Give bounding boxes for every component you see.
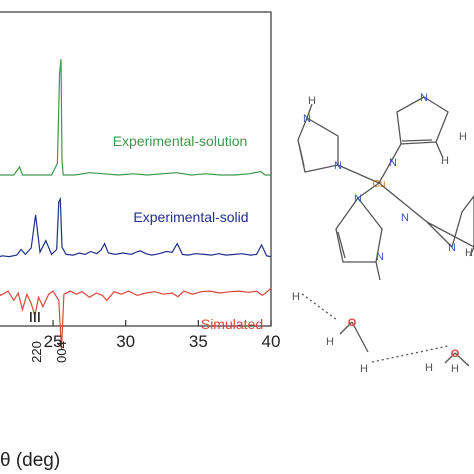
imidazole-ring [297, 117, 339, 173]
atom-label-h2: H [326, 336, 334, 348]
atom-label-o2: O [451, 348, 460, 360]
atom-label-h8: H [465, 247, 473, 259]
bond [298, 143, 305, 167]
series-label-1: Experimental-solution [113, 133, 248, 149]
hydrogen-bond [301, 293, 338, 321]
x-tick-label: 40 [262, 332, 281, 351]
x-axis: 25 30 35 40 [44, 320, 281, 351]
bond [454, 352, 470, 367]
bond [469, 246, 474, 257]
x-axis-label: θ (deg) [0, 450, 60, 471]
peak-annotations: 220 004 [29, 312, 69, 363]
atom-label-h5: H [451, 363, 459, 375]
bond [337, 231, 346, 259]
xrd-chart: 25 30 35 40 Experimental-solutionExperiment… [0, 11, 281, 471]
bond [435, 141, 444, 159]
atom-label-n4: N [334, 160, 342, 172]
bond [444, 352, 456, 364]
bond [337, 164, 380, 184]
bond [401, 139, 433, 142]
bond [357, 182, 380, 199]
atom-label-n3: N [389, 157, 397, 169]
series-line-2 [0, 196, 272, 258]
atom-label-h4: H [425, 362, 433, 374]
series-labels: Experimental-solution Experimental-solid S… [113, 133, 263, 332]
imidazole-ring [335, 196, 383, 263]
bond [378, 182, 428, 223]
imidazole-ring [396, 96, 449, 145]
atom-label-n7: N [420, 92, 428, 104]
atom-label-n8: N [303, 113, 311, 125]
peak-label-2: 004 [54, 341, 69, 363]
series-label-2: Experimental-solid [133, 209, 248, 225]
x-tick-label: 35 [189, 332, 208, 351]
x-tick-label: 25 [44, 332, 63, 351]
atom-label-h7: H [441, 155, 449, 167]
bond [339, 321, 353, 335]
atom-label-h9: H [459, 131, 467, 143]
atom-label-cu: Cu [373, 179, 386, 190]
atom-label-o1: O [348, 317, 357, 329]
atom-label-h6: H [308, 95, 316, 107]
series-line-1 [0, 58, 271, 176]
series-layer [0, 58, 272, 351]
x-tick-label: 30 [116, 332, 135, 351]
bond [306, 103, 313, 119]
atom-label-n2: N [401, 212, 409, 224]
atom-label-n6: N [448, 242, 456, 254]
hydrogen-bond [371, 345, 449, 363]
imidazole-ring [426, 194, 474, 249]
bond [375, 261, 381, 281]
series-label-3: Simulated [201, 316, 263, 332]
atom-label-n1: N [354, 193, 362, 205]
bond [351, 321, 369, 353]
bond [378, 143, 402, 184]
atom-label-h1: H [292, 291, 300, 303]
atom-label-n5: N [376, 251, 384, 263]
atom-label-h3: H [360, 363, 368, 375]
peak-label-1: 220 [29, 341, 44, 363]
plot-frame [0, 11, 272, 327]
series-line-3 [0, 287, 272, 351]
